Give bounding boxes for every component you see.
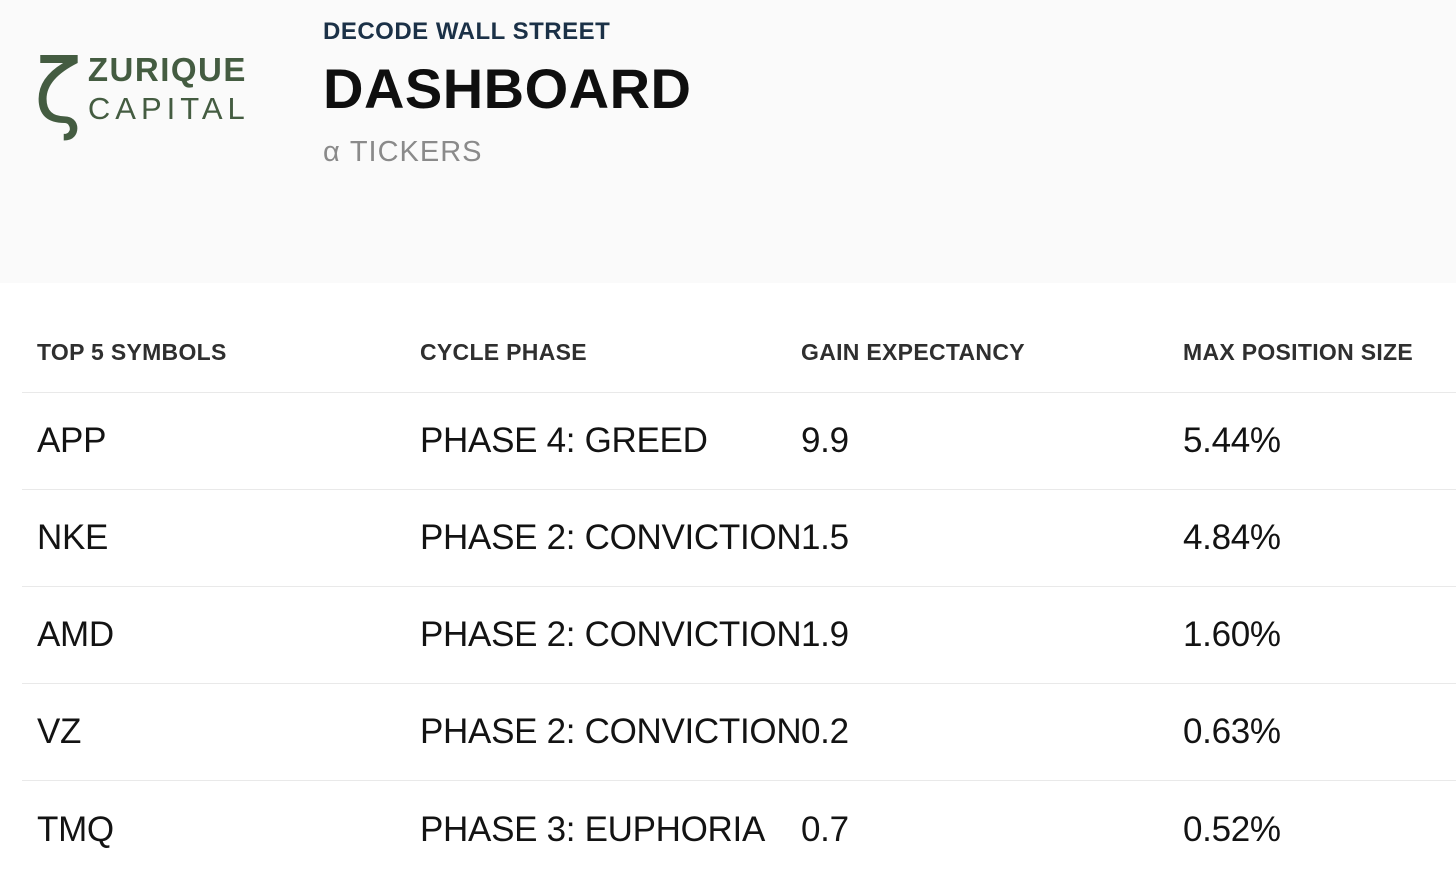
page-subtitle: α TICKERS [323,136,483,168]
cell-max-position: 5.44% [1183,421,1281,460]
cell-phase: PHASE 4: GREED [420,421,708,460]
column-header-phase: CYCLE PHASE [420,339,587,365]
zeta-logo-icon: ζ [34,40,82,143]
cell-symbol: NKE [37,518,109,557]
column-header-symbol: TOP 5 SYMBOLS [37,339,227,365]
brand-name: ZURIQUE CAPITAL [88,53,250,124]
page-title: DASHBOARD [323,57,692,120]
table-row: APP PHASE 4: GREED 9.9 5.44% [22,393,1456,490]
cell-symbol: VZ [37,712,82,751]
cell-max-position: 1.60% [1183,615,1281,654]
brand-name-bottom: CAPITAL [87,90,250,126]
cell-max-position: 0.52% [1183,809,1281,849]
header-titles: DECODE WALL STREET DASHBOARD α TICKERS [323,18,692,169]
header: ζ ZURIQUE CAPITAL DECODE WALL STREET DAS… [0,0,1456,283]
cell-phase: PHASE 2: CONVICTION [420,615,801,654]
cell-phase: PHASE 2: CONVICTION [420,712,801,751]
brand-logo: ζ ZURIQUE CAPITAL [34,47,250,135]
table-row: TMQ PHASE 3: EUPHORIA 0.7 0.52% [22,781,1456,869]
tickers-table: TOP 5 SYMBOLS CYCLE PHASE GAIN EXPECTANC… [22,283,1456,869]
cell-max-position: 4.84% [1183,518,1281,557]
table-header-row: TOP 5 SYMBOLS CYCLE PHASE GAIN EXPECTANC… [22,283,1456,393]
cell-gain: 0.7 [801,809,849,849]
cell-phase: PHASE 2: CONVICTION [420,518,801,557]
cell-gain: 9.9 [801,421,849,460]
column-header-max-position: MAX POSITION SIZE [1183,339,1414,365]
cell-symbol: AMD [37,615,114,654]
cell-gain: 1.5 [801,518,849,557]
table-row: VZ PHASE 2: CONVICTION 0.2 0.63% [22,684,1456,781]
column-header-gain: GAIN EXPECTANCY [801,339,1025,365]
brand-name-top: ZURIQUE [87,50,247,88]
cell-max-position: 0.63% [1183,712,1281,751]
cell-symbol: APP [37,421,107,460]
table-row: NKE PHASE 2: CONVICTION 1.5 4.84% [22,490,1456,587]
cell-symbol: TMQ [37,809,114,849]
cell-phase: PHASE 3: EUPHORIA [420,809,766,849]
header-eyebrow: DECODE WALL STREET [323,18,611,45]
cell-gain: 0.2 [801,712,849,751]
table-row: AMD PHASE 2: CONVICTION 1.9 1.60% [22,587,1456,684]
cell-gain: 1.9 [801,615,849,654]
